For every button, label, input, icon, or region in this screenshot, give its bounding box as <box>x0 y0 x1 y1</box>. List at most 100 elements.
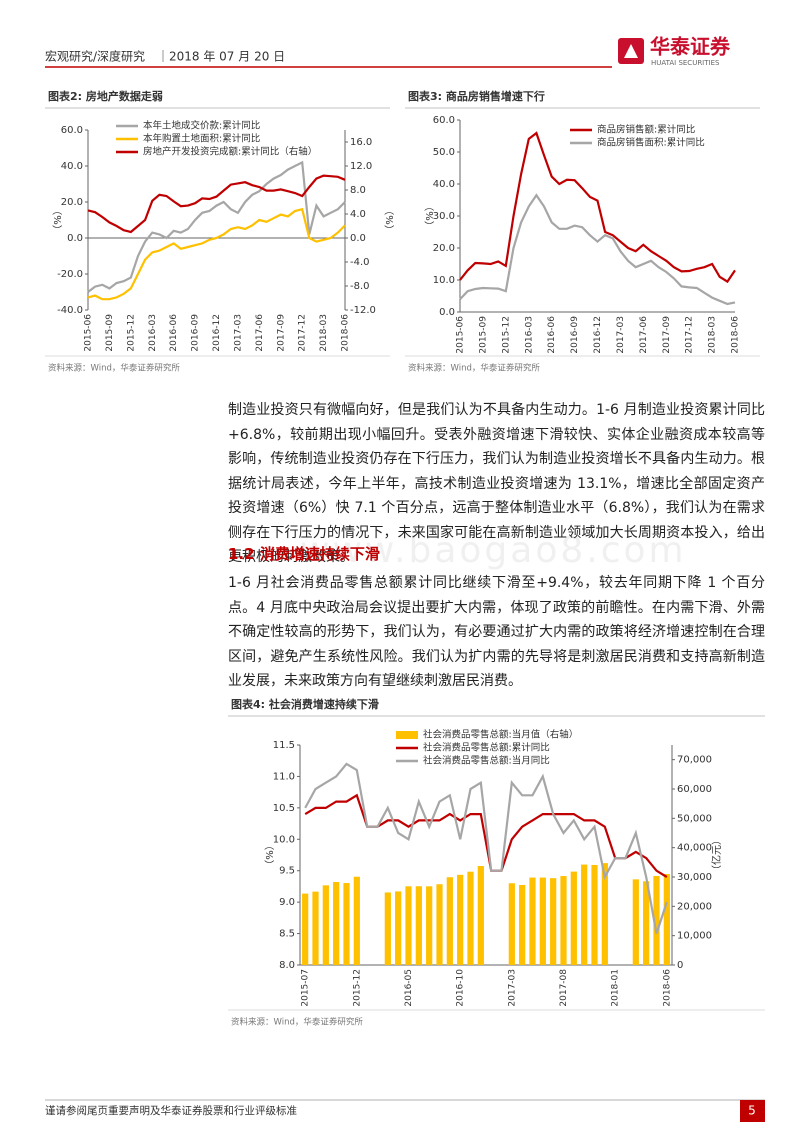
y-tick-label: 10.5 <box>273 803 295 814</box>
chart-source: 资料来源：Wind，华泰证券研究所 <box>408 363 540 374</box>
bar <box>539 877 546 965</box>
x-tick-label: 2015-06 <box>456 316 466 354</box>
y-tick-label: 30.0 <box>433 211 455 222</box>
paragraph: 制造业投资只有微幅向好，但是我们认为不具备内生动力。1-6 月制造业投资累计同比… <box>228 402 765 565</box>
y-tick-label: 0.0 <box>439 307 455 318</box>
y-tick-label: 0.0 <box>67 233 83 244</box>
bar <box>581 864 588 965</box>
bar <box>529 877 536 965</box>
x-tick-label: 2017-06 <box>255 314 265 352</box>
x-tick-label: 2018-01 <box>611 969 621 1007</box>
x-tick-label: 2016-06 <box>547 316 557 354</box>
y2-tick-label: 0.0 <box>350 233 366 244</box>
legend-label: 社会消费品零售总额:累计同比 <box>423 742 550 754</box>
bar <box>353 876 360 965</box>
watermark: www.baogao8.com <box>300 530 687 571</box>
y2-tick-label: -8.0 <box>350 281 370 292</box>
x-tick-label: 2017-03 <box>507 969 517 1007</box>
y-tick-label: 20.0 <box>433 243 455 254</box>
bar <box>550 878 557 965</box>
header-date: ｜2018 年 07 月 20 日 <box>157 50 285 64</box>
legend-label: 商品房销售面积:累计同比 <box>597 137 705 149</box>
x-tick-label: 2017-09 <box>662 316 672 354</box>
y2-tick-label: 16.0 <box>350 137 372 148</box>
bar <box>519 884 526 965</box>
x-tick-label: 2016-10 <box>456 969 466 1007</box>
bar <box>446 877 453 965</box>
x-tick-label: 2016-05 <box>404 969 414 1007</box>
bar <box>333 882 340 965</box>
header-section: 宏观研究/深度研究 <box>45 49 145 64</box>
line <box>87 174 346 234</box>
y2-tick-label: 20,000 <box>677 901 712 912</box>
y-tick-label: 9.5 <box>279 866 295 877</box>
x-tick-label: 2017-03 <box>616 316 626 354</box>
logo-icon <box>618 38 644 64</box>
x-tick-label: 2018-03 <box>708 316 718 354</box>
bar <box>395 891 402 965</box>
x-tick-label: 2016-03 <box>524 316 534 354</box>
y-tick-label: 11.5 <box>273 740 295 751</box>
bar <box>591 864 598 965</box>
y-tick-label: 10.0 <box>433 275 455 286</box>
bar <box>643 881 650 965</box>
x-tick-label: 2018-06 <box>341 314 351 352</box>
bar <box>384 892 391 965</box>
bar <box>322 885 329 965</box>
y-tick-label: 11.0 <box>273 771 295 782</box>
line <box>459 131 736 284</box>
x-tick-label: 2017-06 <box>639 316 649 354</box>
x-tick-label: 2016-12 <box>593 316 603 354</box>
x-tick-label: 2016-03 <box>148 314 158 352</box>
section-number: 1.2 <box>228 545 255 563</box>
bar <box>601 863 608 965</box>
chart-source: 资料来源：Wind，华泰证券研究所 <box>231 1017 363 1028</box>
bar <box>560 876 567 965</box>
x-tick-label: 2018-03 <box>319 314 329 352</box>
x-tick-label: 2016-09 <box>191 314 201 352</box>
bar <box>467 871 474 965</box>
y2-tick-label: 8.0 <box>350 185 366 196</box>
legend-label: 社会消费品零售总额:当月值（右轴） <box>423 729 578 741</box>
x-tick-label: 2016-09 <box>570 316 580 354</box>
line <box>87 160 346 293</box>
y2-tick-label: 30,000 <box>677 872 712 883</box>
y2-tick-label: -12.0 <box>350 305 376 316</box>
bar <box>508 883 515 965</box>
bar <box>632 879 639 965</box>
x-tick-label: 2015-07 <box>301 969 311 1007</box>
y-tick-label: -40.0 <box>57 305 83 316</box>
y-tick-label: 40.0 <box>61 161 83 172</box>
y-axis-label: （%） <box>424 201 436 231</box>
y-tick-label: 60.0 <box>61 125 83 136</box>
logo-text: 华泰证券 <box>650 35 731 59</box>
y-tick-label: -20.0 <box>57 269 83 280</box>
bar <box>312 891 319 965</box>
chart-title: 图表3: 商品房销售增速下行 <box>408 89 545 103</box>
section-title: 消费增速持续下滑 <box>259 545 380 563</box>
y2-tick-label: 12.0 <box>350 161 372 172</box>
y-tick-label: 9.0 <box>279 897 295 908</box>
chart-title: 图表4: 社会消费增速持续下滑 <box>231 697 379 711</box>
line <box>304 762 668 934</box>
y2-tick-label: 4.0 <box>350 209 366 220</box>
y-tick-label: 50.0 <box>433 147 455 158</box>
bar <box>302 893 309 965</box>
y-axis-label: （%） <box>264 840 276 870</box>
bar <box>570 871 577 965</box>
legend-label: 商品房销售额:累计同比 <box>597 124 695 136</box>
x-tick-label: 2015-12 <box>352 969 362 1007</box>
bar <box>415 886 422 965</box>
bar <box>426 886 433 965</box>
paragraph: 1-6 月社会消费品零售总额累计同比继续下滑至+9.4%，较去年同期下降 1 个… <box>228 575 765 689</box>
x-tick-label: 2017-12 <box>685 316 695 354</box>
page-number-box <box>740 1100 765 1122</box>
bar <box>663 874 670 965</box>
bar <box>343 883 350 965</box>
legend-label: 房地产开发投资完成额:累计同比（右轴） <box>143 146 317 158</box>
y2-tick-label: 70,000 <box>677 755 712 766</box>
x-tick-label: 2015-12 <box>501 316 511 354</box>
x-tick-label: 2015-09 <box>105 314 115 352</box>
y2-tick-label: 10,000 <box>677 931 712 942</box>
